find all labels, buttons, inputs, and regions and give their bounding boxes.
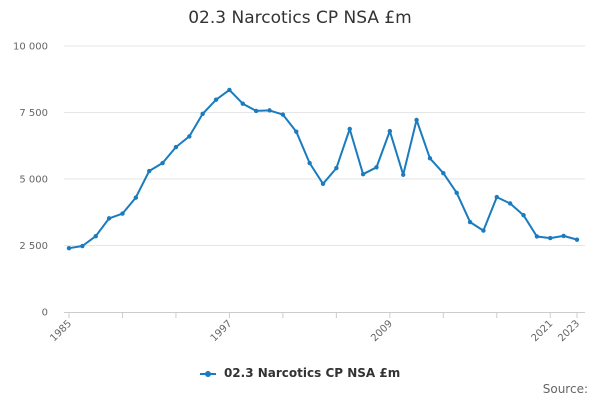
legend-line-icon <box>199 369 216 379</box>
data-point[interactable] <box>187 134 192 139</box>
y-tick-label: 5 000 <box>19 175 48 186</box>
data-point[interactable] <box>280 112 286 117</box>
data-point[interactable] <box>227 87 232 93</box>
data-point[interactable] <box>240 101 245 106</box>
y-tick-label: 0 <box>42 308 48 319</box>
data-point[interactable] <box>334 165 339 171</box>
series-layer <box>66 87 580 251</box>
x-tick-label: 1997 <box>209 318 235 344</box>
data-point[interactable] <box>120 211 125 216</box>
data-point[interactable] <box>347 126 352 132</box>
data-point[interactable] <box>66 245 72 251</box>
data-point[interactable] <box>213 97 219 102</box>
data-point[interactable] <box>106 216 112 221</box>
data-point[interactable] <box>374 165 379 170</box>
data-point[interactable] <box>253 108 259 114</box>
data-point[interactable] <box>521 212 526 218</box>
data-point[interactable] <box>427 156 433 161</box>
x-tick-label: 2023 <box>556 318 582 344</box>
data-point[interactable] <box>200 111 205 117</box>
data-point[interactable] <box>160 160 165 166</box>
data-point[interactable] <box>507 201 513 206</box>
data-point[interactable] <box>561 233 566 239</box>
data-point[interactable] <box>360 172 366 177</box>
data-point[interactable] <box>494 194 499 200</box>
y-axis-ticks: 0 2 500 5 000 7 500 10 000 <box>13 42 48 319</box>
data-point[interactable] <box>267 108 272 113</box>
series-line <box>68 88 578 250</box>
x-tick-label: 2009 <box>369 318 395 344</box>
gridlines <box>64 45 585 246</box>
legend-label: 02.3 Narcotics CP NSA £m <box>223 366 401 380</box>
data-point[interactable] <box>80 243 85 249</box>
data-point[interactable] <box>133 195 139 200</box>
x-axis <box>64 312 585 318</box>
data-point[interactable] <box>574 237 580 242</box>
data-point[interactable] <box>414 117 419 123</box>
legend[interactable]: 02.3 Narcotics CP NSA £m <box>0 366 600 380</box>
data-point[interactable] <box>534 234 540 239</box>
y-tick-label: 10 000 <box>13 42 48 53</box>
source-label: Source: <box>542 382 588 396</box>
y-tick-label: 7 500 <box>19 108 48 119</box>
data-point[interactable] <box>147 168 152 174</box>
data-point[interactable] <box>173 144 179 150</box>
x-tick-label: 2021 <box>530 318 556 344</box>
data-point[interactable] <box>548 235 553 241</box>
data-point[interactable] <box>320 181 326 186</box>
data-point[interactable] <box>454 190 459 196</box>
x-axis-ticks: 1985 1997 2009 2021 2023 <box>48 318 582 344</box>
data-point[interactable] <box>441 170 446 176</box>
data-point[interactable] <box>481 228 486 233</box>
data-point[interactable] <box>467 219 473 225</box>
data-point[interactable] <box>294 129 299 134</box>
data-point[interactable] <box>307 160 312 166</box>
chart-title: 02.3 Narcotics CP NSA £m <box>188 8 412 28</box>
data-point[interactable] <box>401 172 406 177</box>
data-point[interactable] <box>93 233 98 239</box>
x-tick-label: 1985 <box>48 318 74 344</box>
data-point[interactable] <box>387 128 393 134</box>
y-tick-label: 2 500 <box>19 241 48 252</box>
